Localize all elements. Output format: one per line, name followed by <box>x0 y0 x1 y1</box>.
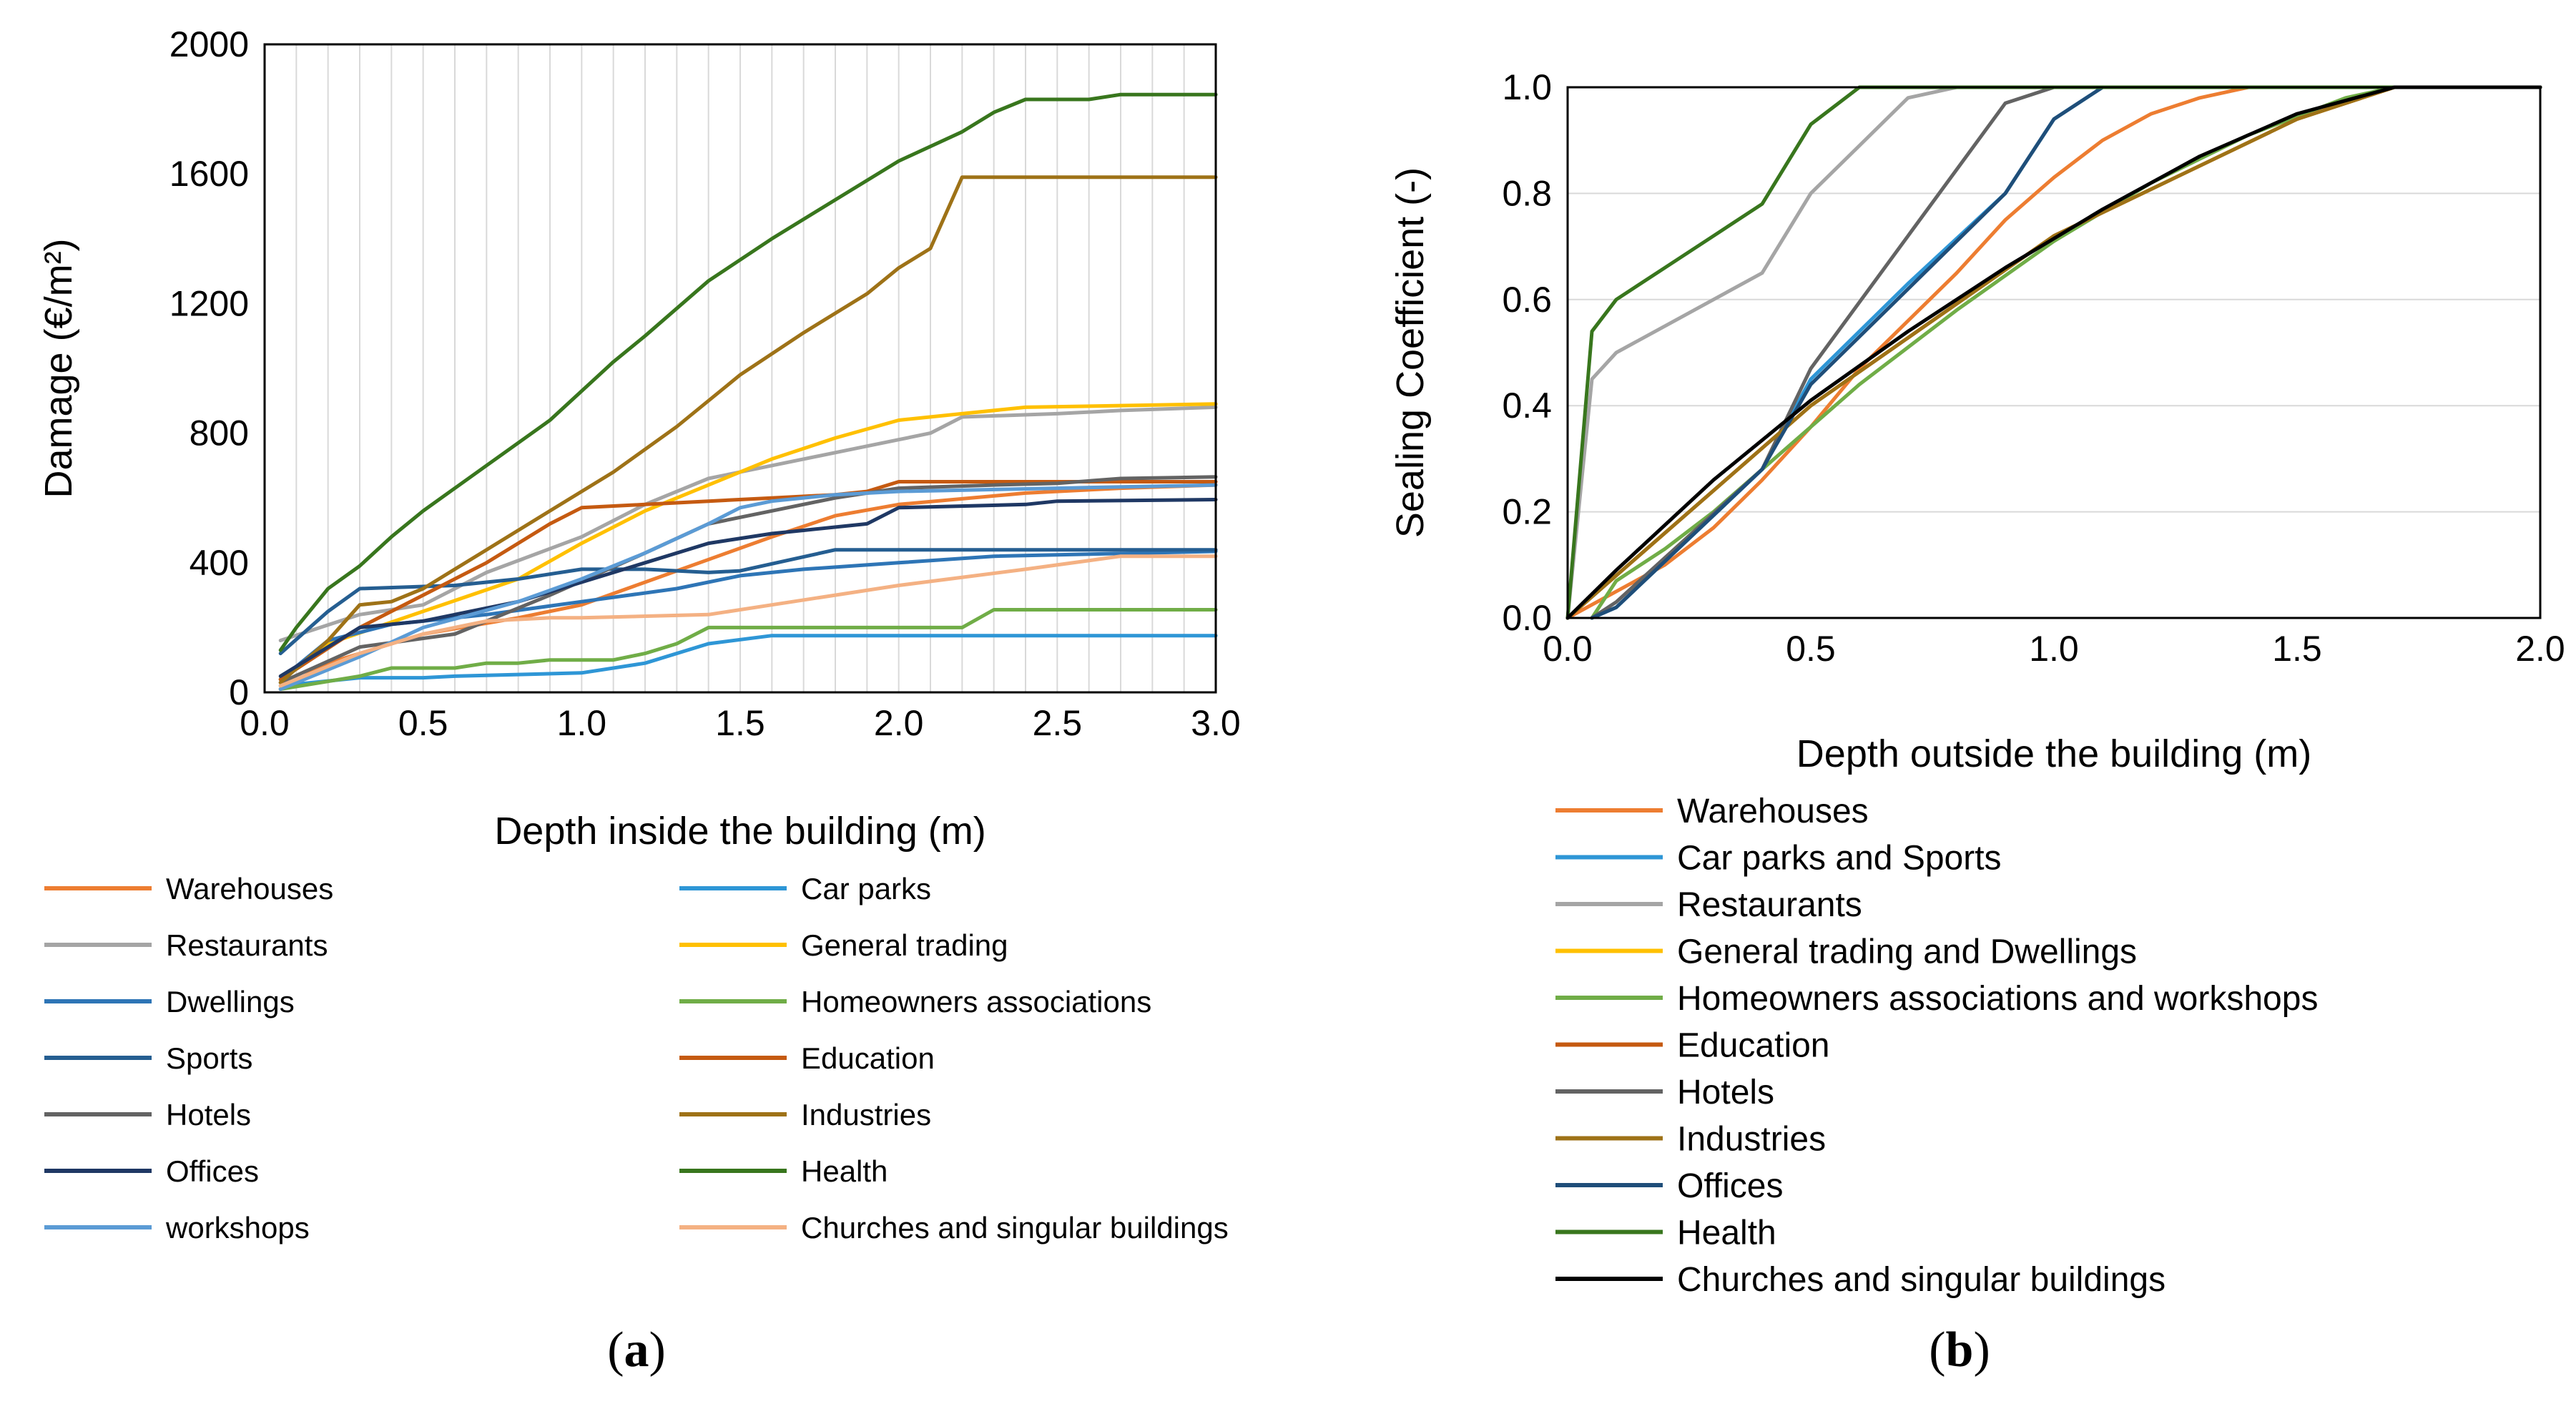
panel-b-series <box>1565 85 2542 620</box>
x-tick-label: 1.5 <box>715 703 765 743</box>
y-tick-label: 400 <box>190 543 249 583</box>
y-tick-label: 1.0 <box>1502 67 1552 107</box>
legend-label-industries: Industries <box>801 1098 931 1131</box>
series-line-restaurants <box>1565 85 2542 620</box>
legend-label-warehouses: Warehouses <box>166 872 333 905</box>
series-line-offices <box>278 498 1218 678</box>
y-tick-label: 2000 <box>169 24 249 64</box>
x-tick-label: 0.5 <box>1786 629 1836 669</box>
y-tick-label: 800 <box>190 413 249 453</box>
x-tick-label: 2.0 <box>874 703 924 743</box>
series-line-dwellings <box>278 549 1218 682</box>
y-tick-label: 0.2 <box>1502 492 1552 532</box>
series-line-churches-and-singular-buildings <box>278 554 1218 688</box>
panel-b-label: (b) <box>1929 1322 1990 1378</box>
x-tick-label: 1.0 <box>2029 629 2079 669</box>
series-line-restaurants <box>278 405 1218 642</box>
panel-b-y-axis-label: Sealing Coefficient (-) <box>1389 167 1432 538</box>
series-line-industries <box>1565 85 2542 620</box>
series-line-offices <box>1590 85 2542 620</box>
legend-label-car-parks: Car parks <box>801 872 931 905</box>
panel-b-y-ticks: 0.0 0.2 0.4 0.6 0.8 1.0 <box>1502 67 1552 638</box>
legend-label-warehouses: Warehouses <box>1677 792 1869 830</box>
x-tick-label: 3.0 <box>1191 703 1241 743</box>
series-line-hotels <box>278 475 1218 684</box>
x-tick-label: 0.5 <box>398 703 448 743</box>
y-tick-label: 0.4 <box>1502 386 1552 426</box>
series-line-health <box>1565 85 2542 620</box>
y-tick-label: 0.8 <box>1502 173 1552 213</box>
legend-label-offices: Offices <box>1677 1167 1784 1205</box>
series-line-industries <box>278 175 1218 684</box>
x-tick-label: 0.0 <box>1543 629 1593 669</box>
panel-a-damage-chart: 0.0 0.5 1.0 1.5 2.0 2.5 3.0 0 400 800 1200 1600 200… <box>37 24 1241 1378</box>
y-tick-label: 0.0 <box>1502 598 1552 638</box>
legend-label-hotels: Hotels <box>1677 1074 1774 1111</box>
legend-label-health: Health <box>1677 1214 1776 1252</box>
panel-a-x-axis-label: Depth inside the building (m) <box>494 810 985 853</box>
legend-label-dwellings: Dwellings <box>166 985 295 1018</box>
panel-a-y-axis-label: Damage (€/m²) <box>37 238 80 498</box>
series-line-education <box>278 480 1218 682</box>
series-line-hotels <box>1590 85 2542 620</box>
series-line-sports <box>278 548 1218 656</box>
panel-a-series <box>278 92 1218 691</box>
legend-label-general-trading-and-dwellings: General trading and Dwellings <box>1677 933 2137 971</box>
series-line-general-trading <box>278 402 1218 682</box>
x-tick-label: 0.0 <box>240 703 290 743</box>
x-tick-label: 1.5 <box>2272 629 2322 669</box>
series-line-homeowners-associations <box>278 608 1218 691</box>
panel-a-x-ticks: 0.0 0.5 1.0 1.5 2.0 2.5 3.0 <box>240 703 1241 743</box>
series-line-general-trading-and-dwellings <box>1565 85 2542 620</box>
panel-b-x-ticks: 0.0 0.5 1.0 1.5 2.0 <box>1543 629 2565 669</box>
series-line-car-parks <box>278 634 1218 688</box>
legend-label-churches-and-singular-buildings: Churches and singular buildings <box>801 1211 1229 1244</box>
legend-label-education: Education <box>1677 1027 1830 1065</box>
legend-label-offices: Offices <box>166 1154 259 1188</box>
legend-label-sports: Sports <box>166 1041 252 1075</box>
panel-b-legend: Warehouses Car parks and Sports Restaurant… <box>1555 792 2318 1299</box>
legend-label-restaurants: Restaurants <box>166 928 328 962</box>
legend-label-restaurants: Restaurants <box>1677 886 1862 924</box>
legend-label-education: Education <box>801 1041 935 1075</box>
panel-a-legend: Warehouses Car parks Restaurants General tr… <box>44 872 1229 1244</box>
series-line-churches-and-singular-buildings <box>1565 85 2542 620</box>
y-tick-label: 1200 <box>169 283 249 323</box>
x-tick-label: 2.0 <box>2515 629 2565 669</box>
legend-label-workshops: workshops <box>165 1211 310 1244</box>
y-tick-label: 1600 <box>169 154 249 194</box>
series-line-warehouses <box>1565 85 2542 620</box>
x-tick-label: 2.5 <box>1033 703 1083 743</box>
series-line-workshops <box>278 483 1218 691</box>
x-tick-label: 1.0 <box>557 703 607 743</box>
panel-b-plot-frame <box>1566 86 2542 619</box>
legend-label-hotels: Hotels <box>166 1098 251 1131</box>
panel-b-x-axis-label: Depth outside the building (m) <box>1796 732 2311 775</box>
legend-label-health: Health <box>801 1154 888 1188</box>
y-tick-label: 0 <box>229 672 249 712</box>
panel-a-y-ticks: 0 400 800 1200 1600 2000 <box>169 24 249 712</box>
legend-label-general-trading: General trading <box>801 928 1008 962</box>
panel-a-label: (a) <box>607 1322 666 1378</box>
legend-label-churches-and-singular-buildings: Churches and singular buildings <box>1677 1261 2165 1299</box>
legend-label-car-parks-and-sports: Car parks and Sports <box>1677 840 2002 878</box>
panel-a-plot-frame <box>263 43 1217 694</box>
series-line-health <box>278 92 1218 652</box>
y-tick-label: 0.6 <box>1502 280 1552 320</box>
panel-a-gridlines <box>295 44 1185 692</box>
legend-label-homeowners-associations-and-workshops: Homeowners associations and workshops <box>1677 980 2318 1018</box>
legend-label-homeowners-associations: Homeowners associations <box>801 985 1151 1018</box>
legend-label-industries: Industries <box>1677 1121 1826 1159</box>
panel-b-sealing-chart: 0.0 0.5 1.0 1.5 2.0 0.0 0.2 0.4 0.6 0.8 1.0 Depth… <box>1389 67 2565 1378</box>
series-line-education <box>1565 85 2542 620</box>
